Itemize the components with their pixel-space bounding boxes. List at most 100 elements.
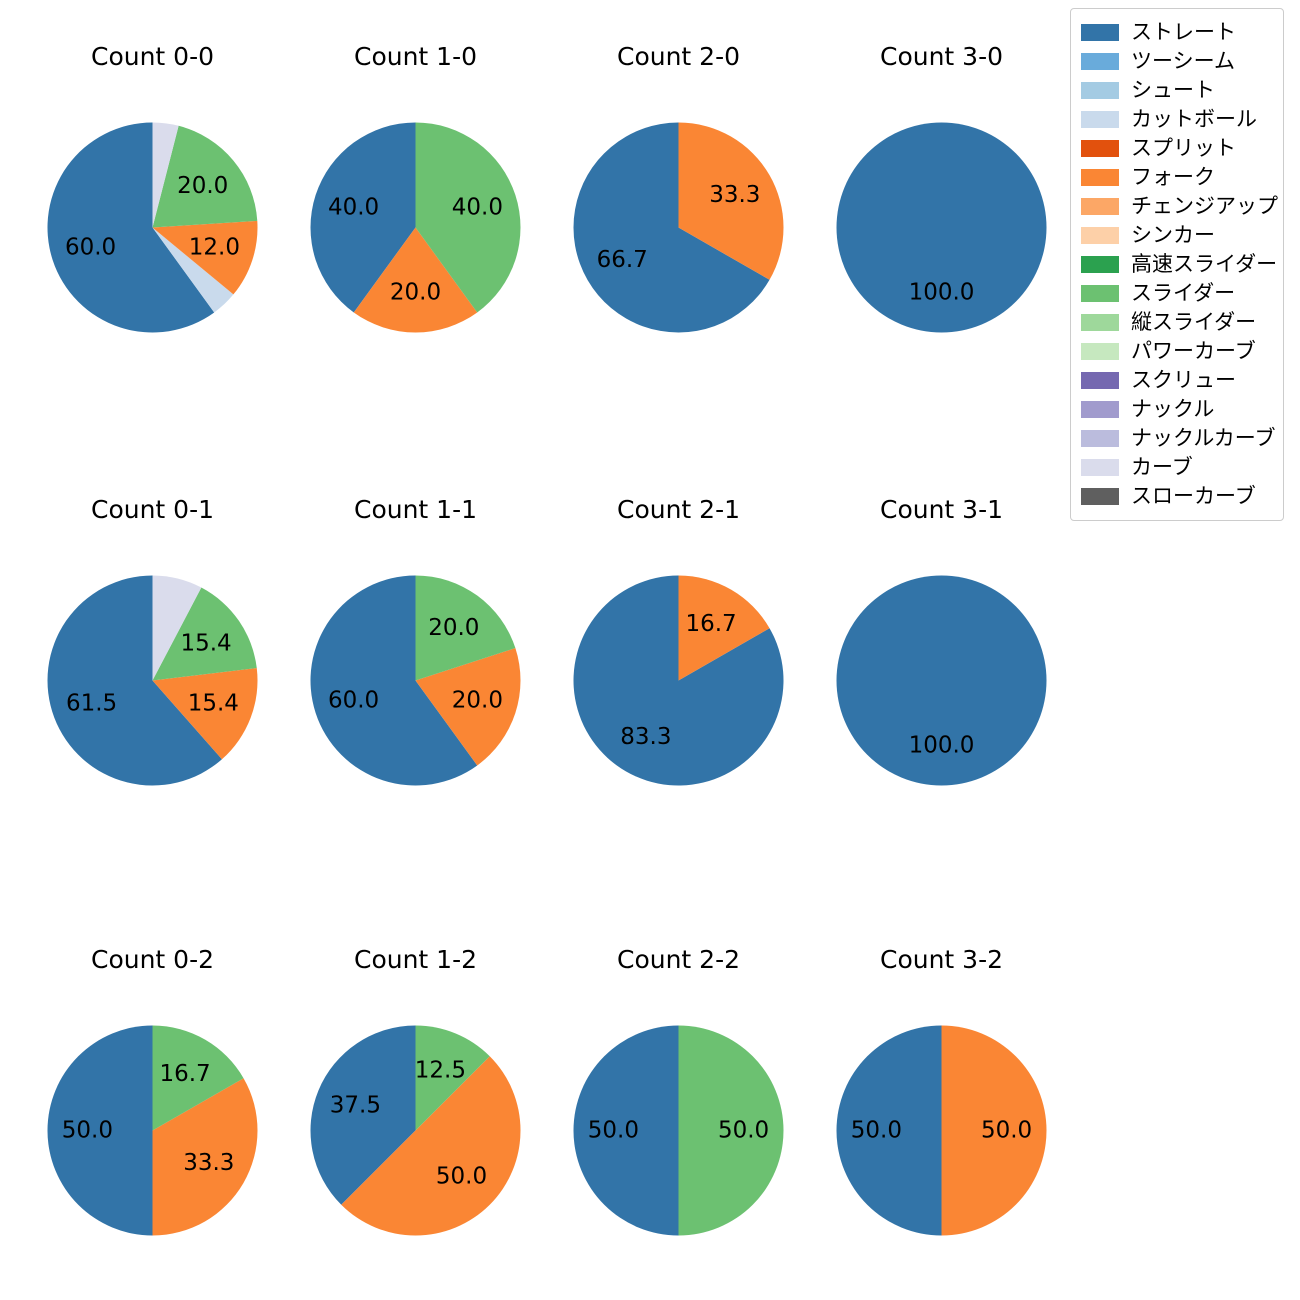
pie-slice[interactable]	[152, 227, 234, 313]
legend-item-label: ナックル	[1131, 397, 1215, 421]
pie-slice-label: 61.5	[66, 691, 117, 717]
pie-graphic: 100.0	[809, 95, 1074, 360]
legend-item-label: カットボール	[1131, 107, 1257, 131]
legend-item[interactable]: ナックルカーブ	[1081, 424, 1275, 453]
pie-panel: Count 1-0 40.0 20.0 40.0	[283, 42, 548, 372]
pie-slice[interactable]	[836, 575, 1047, 786]
pie-slice[interactable]	[152, 125, 258, 228]
pie-graphic: 60.0 12.0 20.0	[20, 95, 285, 360]
legend-color-swatch-icon	[1081, 488, 1119, 505]
pie-slice[interactable]	[341, 1056, 521, 1236]
legend-item[interactable]: チェンジアップ	[1081, 192, 1278, 221]
pie-slice-label: 83.3	[620, 724, 671, 750]
pie-slice[interactable]	[415, 648, 521, 766]
pie-slice[interactable]	[47, 575, 222, 786]
pie-slice[interactable]	[415, 122, 521, 313]
pie-slice-label: 50.0	[62, 1118, 113, 1144]
pie-panel-title: Count 3-2	[879, 945, 1004, 974]
pie-panel: Count 3-2 50.0 50.0	[809, 945, 1074, 1275]
pie-slice[interactable]	[152, 575, 202, 681]
legend-item[interactable]: 縦スライダー	[1081, 308, 1275, 337]
legend-item[interactable]: スライダー	[1081, 279, 1275, 308]
pie-slice-label: 15.4	[180, 631, 231, 657]
legend-color-swatch-icon	[1081, 314, 1119, 331]
pie-slice[interactable]	[47, 122, 215, 333]
pie-slice[interactable]	[415, 1025, 490, 1131]
legend-item[interactable]: カーブ	[1081, 453, 1275, 482]
legend-item[interactable]: カットボール	[1081, 105, 1275, 134]
pie-panel: Count 0-0 60.0 12.0 20.0	[20, 42, 285, 372]
pie-slice[interactable]	[152, 1078, 258, 1236]
legend-item-label: スクリュー	[1131, 368, 1236, 392]
legend-item[interactable]: スローカーブ	[1081, 482, 1275, 511]
pie-slice[interactable]	[152, 122, 179, 228]
legend-item[interactable]: スプリット	[1081, 134, 1275, 163]
pie-slice[interactable]	[836, 122, 1047, 333]
legend-item[interactable]: ツーシーム	[1081, 47, 1275, 76]
pie-slice-label: 16.7	[685, 611, 736, 637]
pie-slice[interactable]	[310, 1025, 416, 1205]
legend-item[interactable]: シンカー	[1081, 221, 1275, 250]
pie-slice[interactable]	[152, 1025, 244, 1131]
legend-item[interactable]: ナックル	[1081, 395, 1275, 424]
pie-panel: Count 1-1 60.0 20.0 20.0	[283, 495, 548, 825]
pie-slice-label: 66.7	[597, 247, 648, 273]
legend-item[interactable]: パワーカーブ	[1081, 337, 1275, 366]
pie-slice[interactable]	[310, 575, 478, 786]
legend-color-swatch-icon	[1081, 256, 1119, 273]
pie-panel: Count 0-2 50.0 33.3 16.7	[20, 945, 285, 1275]
pie-graphic: 50.0 50.0	[809, 998, 1074, 1263]
pie-slice[interactable]	[678, 122, 784, 280]
pie-panel-title: Count 3-1	[879, 495, 1004, 524]
pie-slice-label: 60.0	[65, 235, 116, 261]
pie-slice[interactable]	[678, 1025, 784, 1236]
pie-slice[interactable]	[152, 587, 257, 681]
legend-item[interactable]: ストレート	[1081, 18, 1275, 47]
legend-item[interactable]: シュート	[1081, 76, 1275, 105]
legend-color-swatch-icon	[1081, 53, 1119, 70]
pie-slice-label: 12.0	[189, 235, 240, 261]
pie-panel-title: Count 1-2	[353, 945, 478, 974]
legend-color-swatch-icon	[1081, 111, 1119, 128]
pie-slice[interactable]	[941, 1025, 1047, 1236]
pie-panel: Count 2-1 83.3 16.7	[546, 495, 811, 825]
pie-slice[interactable]	[152, 667, 258, 760]
pie-slice[interactable]	[310, 122, 416, 313]
pie-slice[interactable]	[573, 1025, 679, 1236]
pie-slice-label: 12.5	[415, 1057, 466, 1083]
pie-slice-label: 100.0	[909, 280, 975, 306]
pie-slice[interactable]	[152, 220, 258, 295]
legend-item-label: パワーカーブ	[1131, 339, 1256, 363]
pie-graphic: 61.5 15.4 15.4	[20, 548, 285, 813]
legend-color-swatch-icon	[1081, 140, 1119, 157]
legend-item[interactable]: 高速スライダー	[1081, 250, 1277, 279]
legend-item-label: 縦スライダー	[1131, 310, 1257, 334]
pie-slice-label: 50.0	[981, 1118, 1032, 1144]
pie-slice[interactable]	[353, 227, 478, 333]
pie-slice-label: 15.4	[188, 691, 239, 717]
pie-panel-title: Count 0-2	[90, 945, 215, 974]
legend-color-swatch-icon	[1081, 227, 1119, 244]
pitch-type-legend: ストレート ツーシーム シュート カットボールスプリット フォーク チェンジアップ シンカー…	[1070, 8, 1284, 521]
pie-graphic: 40.0 20.0 40.0	[283, 95, 548, 360]
legend-item[interactable]: フォーク	[1081, 163, 1275, 192]
legend-color-swatch-icon	[1081, 430, 1119, 447]
pie-panel-title: Count 1-1	[353, 495, 478, 524]
pie-graphic: 50.0 33.3 16.7	[20, 998, 285, 1263]
pie-slice[interactable]	[47, 1025, 153, 1236]
pie-slice-label: 20.0	[452, 688, 503, 714]
pie-graphic: 66.7 33.3	[546, 95, 811, 360]
legend-color-swatch-icon	[1081, 401, 1119, 418]
pie-slice-label: 37.5	[330, 1093, 381, 1119]
pie-slice-label: 16.7	[159, 1061, 210, 1087]
pie-slice[interactable]	[678, 575, 770, 681]
legend-item[interactable]: スクリュー	[1081, 366, 1275, 395]
legend-color-swatch-icon	[1081, 459, 1119, 476]
pie-slice[interactable]	[415, 575, 516, 681]
pie-panel-title: Count 2-2	[616, 945, 741, 974]
legend-color-swatch-icon	[1081, 169, 1119, 186]
legend-color-swatch-icon	[1081, 372, 1119, 389]
legend-item-label: ナックルカーブ	[1131, 426, 1276, 450]
pie-slice[interactable]	[836, 1025, 942, 1236]
pie-slice[interactable]	[573, 122, 770, 333]
